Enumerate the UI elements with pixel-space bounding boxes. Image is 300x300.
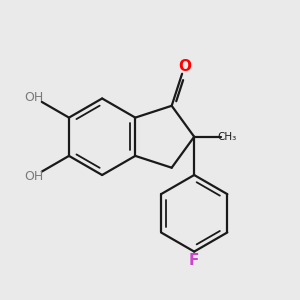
Text: F: F (189, 253, 200, 268)
Text: CH₃: CH₃ (218, 132, 237, 142)
Text: OH: OH (24, 170, 43, 183)
Text: OH: OH (24, 91, 43, 104)
Text: O: O (178, 59, 191, 74)
